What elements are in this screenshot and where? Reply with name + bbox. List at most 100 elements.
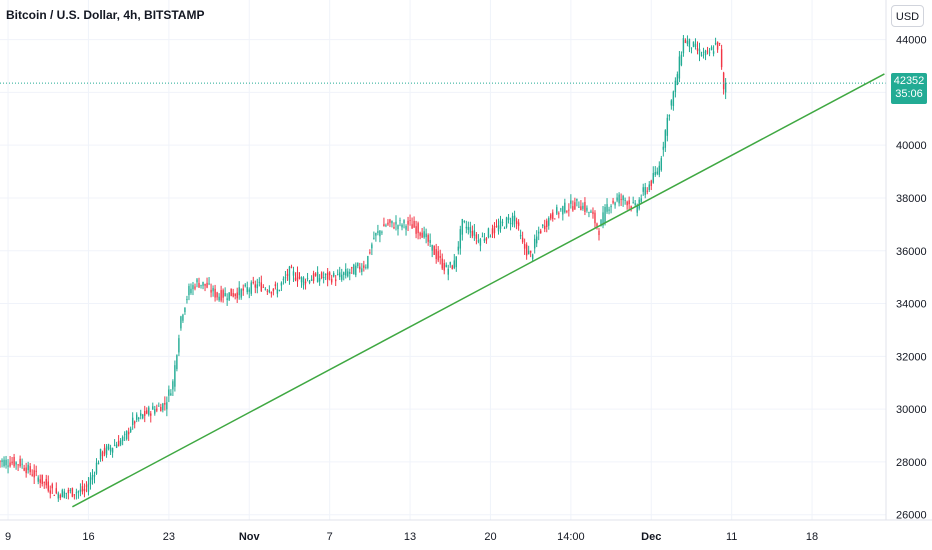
candle-body xyxy=(443,263,445,271)
candle-body xyxy=(471,230,474,237)
x-tick-label: Nov xyxy=(239,531,261,543)
time-axis[interactable]: 9 16 23 Nov 7 13 20 14:00 Dec 11 18 xyxy=(5,531,818,543)
candle-body xyxy=(654,172,656,176)
candle-body xyxy=(326,272,329,280)
candle-body xyxy=(160,406,162,412)
candle-body xyxy=(379,230,381,237)
candle-body xyxy=(566,211,568,213)
candle-body xyxy=(445,264,447,267)
candle-body xyxy=(27,464,29,471)
candle-body xyxy=(630,206,632,209)
candle-body xyxy=(519,234,522,237)
candle-body xyxy=(558,213,560,215)
price-axis[interactable]: 26000 28000 30000 32000 34000 36000 38000 40000… xyxy=(896,35,927,522)
candle-body xyxy=(393,227,395,229)
candle-body xyxy=(220,290,222,301)
candle-body xyxy=(385,225,387,227)
candle-body xyxy=(616,197,618,201)
candle-body xyxy=(35,470,37,472)
last-price-value: 42352 xyxy=(893,75,925,87)
trend-line[interactable] xyxy=(72,73,885,508)
candle-body xyxy=(556,207,558,214)
candle-body xyxy=(417,223,419,234)
candle-body xyxy=(47,481,49,491)
y-tick-label: 28000 xyxy=(896,457,927,469)
candle-body xyxy=(580,206,582,211)
candle-body xyxy=(17,464,19,466)
candle-body xyxy=(43,482,45,483)
candle-body xyxy=(186,299,188,301)
candle-body xyxy=(554,218,556,220)
candle-body xyxy=(586,207,588,211)
candle-body xyxy=(210,289,212,293)
candle-body xyxy=(521,237,524,243)
currency-unit-button[interactable]: USD xyxy=(891,5,924,27)
candle-body xyxy=(678,56,681,79)
candle-body xyxy=(664,130,667,148)
candle-body xyxy=(262,286,265,288)
candle-body xyxy=(286,273,289,277)
candle-body xyxy=(680,54,683,66)
candle-body xyxy=(284,277,287,279)
y-tick-label: 38000 xyxy=(896,193,927,205)
candle-body xyxy=(572,206,574,211)
candle-body xyxy=(429,240,431,243)
candle-body xyxy=(433,245,435,255)
candle-body xyxy=(65,492,68,494)
candle-body xyxy=(170,393,172,396)
x-tick-label: 20 xyxy=(484,531,496,543)
candle-body xyxy=(172,381,174,390)
candle-body xyxy=(242,288,244,291)
candle-body xyxy=(222,290,224,298)
candle-body xyxy=(272,288,275,292)
candle-body xyxy=(662,146,665,150)
candle-body xyxy=(252,282,254,284)
candle-body xyxy=(339,272,341,278)
candle-body xyxy=(515,220,518,224)
candle-body xyxy=(359,266,361,270)
candle-body xyxy=(676,74,679,86)
candle-body xyxy=(111,447,114,453)
candle-body xyxy=(73,494,76,496)
candle-body xyxy=(214,288,216,298)
candle-body xyxy=(459,229,462,249)
candle-body xyxy=(542,224,544,227)
y-tick-label: 44000 xyxy=(896,35,927,47)
candle-body xyxy=(650,180,652,187)
candle-body xyxy=(425,233,427,238)
candle-body xyxy=(216,292,218,298)
candle-body xyxy=(702,51,705,53)
candle-body xyxy=(722,72,725,90)
candle-body xyxy=(123,433,126,435)
candle-body xyxy=(45,478,47,486)
candle-body xyxy=(640,198,642,202)
candle-body xyxy=(529,250,532,253)
candle-body xyxy=(57,493,60,499)
candle-body xyxy=(606,204,608,212)
candle-body xyxy=(706,50,709,52)
candle-body xyxy=(698,49,701,55)
candle-body xyxy=(582,205,584,209)
candle-body xyxy=(105,446,108,455)
candle-body xyxy=(164,402,166,405)
candle-body xyxy=(328,272,331,276)
x-tick-label: 23 xyxy=(163,531,175,543)
candle-body xyxy=(694,43,697,48)
candle-body xyxy=(274,284,277,287)
candle-body xyxy=(206,282,208,288)
candle-body xyxy=(308,280,311,283)
candle-body xyxy=(672,91,675,106)
candle-body xyxy=(330,278,333,283)
candle-body xyxy=(357,262,359,267)
candle-body xyxy=(109,447,112,452)
candle-body xyxy=(294,277,297,281)
candle-body xyxy=(668,115,671,117)
candle-body xyxy=(533,238,536,249)
candle-body xyxy=(95,462,98,474)
candle-body xyxy=(475,234,478,239)
candle-body xyxy=(158,405,160,407)
candle-body xyxy=(628,200,630,205)
candle-body xyxy=(397,225,399,230)
candle-body xyxy=(298,276,301,279)
